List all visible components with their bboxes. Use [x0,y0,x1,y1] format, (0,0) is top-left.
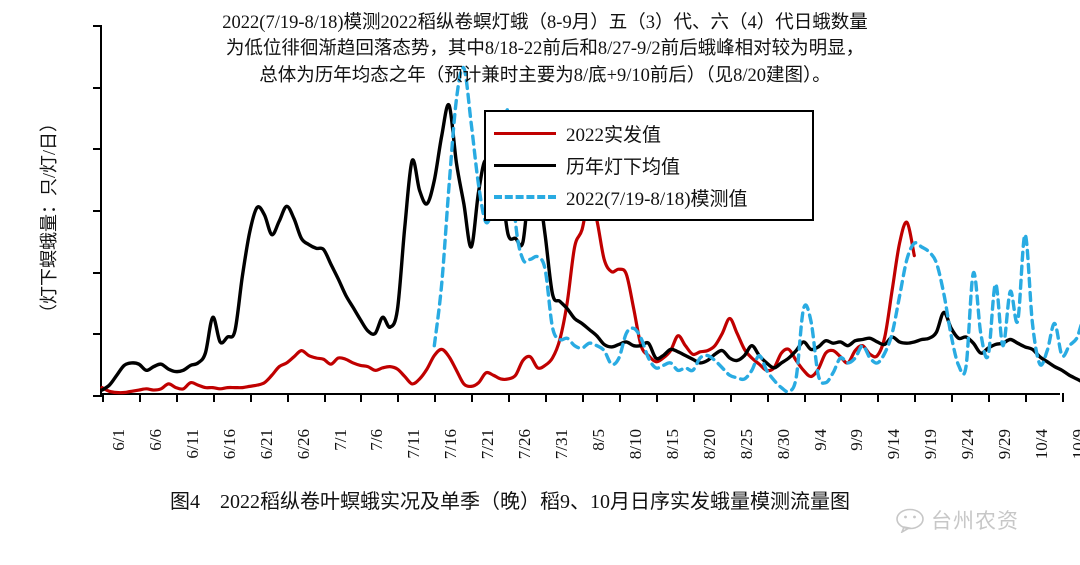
x-tick-mark [545,393,548,402]
x-tick-label: 6/1 [109,429,128,451]
x-tick-mark [175,393,178,402]
legend: 2022实发值 历年灯下均值 2022(7/19-8/18)模测值 [484,110,814,221]
x-tick-mark [582,393,584,402]
x-tick-label: 8/30 [773,429,793,460]
legend-label-historical-mean: 历年灯下均值 [566,156,681,178]
x-tick-label: 7/26 [515,429,535,460]
x-tick-label: 9/29 [995,429,1015,460]
x-tick-mark [471,393,474,402]
x-tick-label: 9/9 [847,429,867,451]
figure-caption: 图4 2022稻纵卷叶螟蛾实况及单季（晚）稻9、10月日序实发蛾量模测流量图 [170,491,850,513]
x-tick-label: 6/11 [182,429,202,459]
y-tick-mark [93,210,102,212]
chat-bubble-icon [896,508,924,533]
legend-label-actual: 2022实发值 [566,124,662,146]
x-tick-label: 10/4 [1032,429,1052,460]
x-tick-mark [803,393,806,402]
y-tick-mark [93,395,102,397]
legend-item-historical-mean[interactable]: 历年灯下均值 [494,149,804,181]
x-tick-label: 9/24 [958,429,978,460]
legend-item-actual[interactable]: 2022实发值 [494,117,804,149]
x-tick-mark [618,393,621,402]
x-tick-mark [840,393,843,402]
x-tick-mark [655,393,658,402]
x-tick-label: 8/10 [625,429,645,460]
x-tick-mark [766,393,769,402]
x-tick-mark [1062,393,1064,402]
y-tick-mark [93,86,102,89]
x-tick-mark [249,393,252,402]
x-tick-mark [914,393,917,402]
x-tick-label: 10/9 [1069,429,1080,460]
legend-swatch-black-line-icon [494,163,556,167]
x-tick-mark [729,393,732,402]
series-line-2022实发值 [100,196,916,395]
x-tick-label: 8/20 [699,429,719,460]
x-tick-label: 8/5 [589,429,608,451]
x-tick-label: 6/16 [219,429,239,460]
legend-swatch-red-line-icon [494,131,556,135]
x-tick-mark [508,393,511,402]
x-tick-label: 6/6 [145,429,165,451]
y-tick-mark [93,333,102,336]
x-tick-label: 8/25 [736,429,756,460]
x-tick-label: 8/15 [662,429,682,460]
legend-swatch-cyan-dashed-line-icon [494,195,556,199]
legend-label-forecast: 2022(7/19-8/18)模测值 [566,188,748,210]
x-tick-mark [102,393,104,402]
x-tick-label: 9/19 [921,429,941,460]
x-tick-mark [138,393,141,402]
x-tick-label: 7/11 [404,429,424,459]
series-layer [100,65,1080,395]
legend-item-forecast[interactable]: 2022(7/19-8/18)模测值 [494,181,804,213]
x-tick-label: 7/16 [441,429,461,460]
y-axis-title: （灯下螟蛾量：只/灯/日） [39,114,59,323]
x-tick-mark [692,393,695,402]
x-tick-mark [434,393,437,402]
watermark-text: 台州农资 [931,509,1019,533]
series-line-2022(7/19-8/18)模测值 [432,65,1080,394]
y-tick-mark [93,148,102,151]
x-tick-mark [212,393,215,402]
plot-area: 051015202530 6/16/66/116/166/216/267/17/… [93,25,1080,459]
x-tick-label: 9/14 [884,429,904,460]
x-tick-mark [397,393,400,402]
x-tick-mark [988,393,991,402]
x-tick-mark [877,393,880,402]
x-tick-mark [360,393,363,402]
y-tick-mark [93,25,102,27]
x-tick-mark [1025,393,1028,402]
x-tick-label: 7/31 [552,429,572,460]
x-tick-label: 7/1 [330,429,350,451]
x-tick-label: 6/26 [293,429,313,460]
x-tick-mark [323,393,326,402]
x-tick-label: 6/21 [256,429,276,460]
x-tick-label: 7/6 [367,429,387,451]
y-tick-mark [93,271,102,274]
x-tick-mark [286,393,289,402]
x-tick-label: 7/21 [478,429,498,460]
x-tick-mark [951,393,954,402]
watermark: 台州农资 [895,505,1019,535]
x-tick-label: 9/4 [810,429,830,451]
